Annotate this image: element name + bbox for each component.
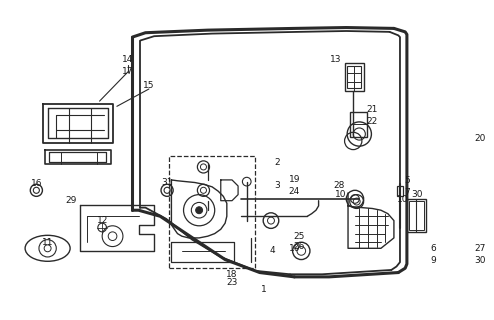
Text: 23: 23 [226, 278, 238, 287]
Text: 22: 22 [367, 116, 378, 125]
Bar [409, 201, 424, 230]
Text: 7: 7 [404, 188, 410, 197]
Text: 18: 18 [226, 270, 238, 279]
Text: 24: 24 [288, 187, 300, 196]
Text: 5: 5 [404, 176, 410, 185]
Text: 10: 10 [335, 190, 347, 199]
Text: 31: 31 [162, 178, 173, 187]
Bar [397, 186, 404, 196]
Text: 10: 10 [288, 244, 300, 253]
Text: 21: 21 [367, 105, 378, 114]
Text: 25: 25 [293, 232, 304, 241]
Bar [407, 199, 426, 232]
Text: 2: 2 [274, 158, 280, 167]
Text: 13: 13 [330, 55, 342, 64]
Text: 20: 20 [475, 134, 486, 143]
Text: 11: 11 [42, 238, 53, 247]
Text: 28: 28 [333, 181, 345, 190]
Text: 16: 16 [31, 179, 42, 188]
Bar [436, 193, 494, 238]
Text: 15: 15 [143, 81, 155, 90]
Text: 30: 30 [475, 256, 486, 265]
Text: 9: 9 [430, 256, 436, 265]
Circle shape [196, 207, 203, 214]
Text: 10: 10 [397, 195, 409, 204]
Text: 27: 27 [475, 244, 486, 253]
Bar [350, 112, 367, 137]
Text: 12: 12 [96, 216, 108, 225]
Bar [440, 196, 494, 235]
Text: 1: 1 [261, 285, 267, 294]
Bar [347, 66, 361, 88]
Text: 6: 6 [430, 244, 436, 253]
Text: 14: 14 [123, 55, 134, 64]
Text: 26: 26 [293, 242, 304, 251]
Text: 29: 29 [65, 196, 77, 205]
Text: 3: 3 [274, 181, 280, 190]
Bar [345, 63, 364, 91]
Text: 4: 4 [270, 245, 276, 254]
Text: 17: 17 [123, 67, 134, 76]
Bar [169, 156, 255, 268]
Text: 19: 19 [288, 174, 300, 184]
Text: 30: 30 [412, 190, 423, 199]
